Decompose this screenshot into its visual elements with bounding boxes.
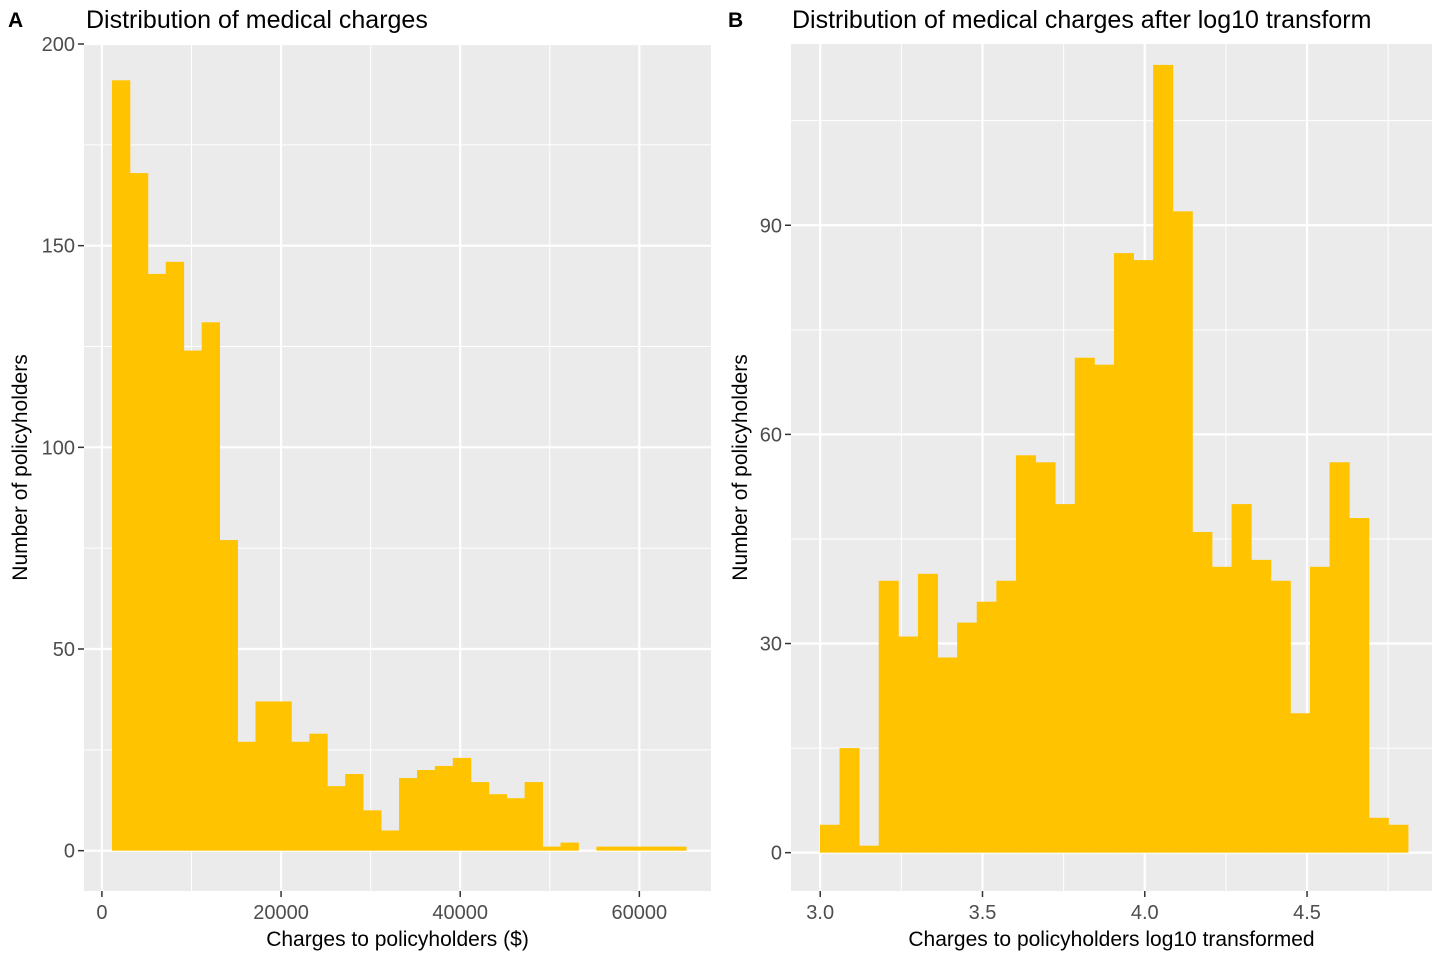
histogram-bar [201,322,221,851]
histogram-bar [291,741,310,851]
histogram-bar [327,786,346,851]
histogram-bar [1074,357,1095,853]
histogram-bar [614,846,633,851]
histogram-bar [219,540,238,851]
y-tick-label: 50 [53,639,75,661]
histogram-bar [1172,211,1193,853]
histogram-bar [839,748,860,853]
x-tick-label: 60000 [612,902,668,924]
chart-title: Distribution of medical charges [86,6,428,34]
histogram-bar [506,798,526,851]
histogram-bar [255,701,274,851]
histogram-bar [111,80,131,851]
histogram-bar [1113,253,1134,853]
y-tick-label: 0 [771,843,782,865]
histogram-bar [668,846,687,851]
histogram-bar [1388,824,1409,853]
histogram-bar [129,173,149,851]
y-tick-label: 0 [64,841,75,863]
histogram-bar [1094,364,1115,853]
y-tick-label: 90 [760,215,782,237]
histogram-bar [470,782,490,851]
histogram-bar [1192,531,1213,853]
histogram-bar [183,350,203,851]
histogram-bar [452,757,472,851]
histogram-bar [596,846,615,851]
histogram-bar [309,733,328,851]
x-tick-label: 3.5 [969,902,997,924]
histogram-bar [524,782,543,851]
x-tick-label: 4.0 [1131,902,1159,924]
histogram-bar [1231,504,1252,853]
histogram-bar [434,765,454,851]
histogram-bar [632,846,651,851]
histogram-bar [1211,566,1232,853]
histogram-bar [1251,559,1272,853]
histogram-bar [381,830,400,851]
histogram-bar [363,810,382,851]
histogram-bar [957,622,978,853]
histogram-bar [1015,455,1036,853]
histogram-bar [399,778,418,851]
y-tick-label: 200 [42,34,75,56]
y-tick-label: 150 [42,236,75,258]
y-tick-label: 100 [42,437,75,459]
x-tick-label: 20000 [253,902,309,924]
histogram-bar [878,580,899,853]
y-tick-label: 60 [760,424,782,446]
histogram-bar [273,701,292,851]
histogram-bar [1368,817,1389,853]
histogram-bar [917,573,938,853]
histogram-bar [237,741,256,851]
x-tick-label: 4.5 [1293,902,1321,924]
histogram-bar [1349,518,1370,853]
y-axis-title: Number of policyholders [9,354,32,580]
x-tick-label: 40000 [432,902,488,924]
histogram-bar [165,261,185,851]
histogram-bar [1133,260,1154,853]
histogram-bar [1309,566,1331,853]
y-axis-title: Number of policyholders [729,354,752,580]
x-axis-title: Charges to policyholders log10 transform… [908,928,1314,951]
histogram-bar [937,657,958,853]
histogram-bar [416,770,436,851]
histogram-bar [976,601,997,853]
histogram-bar [345,774,364,851]
histogram-bar [859,845,880,853]
chart-panel-b: 3.0 3.5 4.0 4.5 0 30 60 90 Charges to policyhold… [728,6,1432,951]
x-axis-title: Charges to policyholders ($) [266,928,529,951]
histogram-bar [1290,713,1311,853]
histogram-bar [1270,580,1291,853]
histogram-bar [147,273,167,851]
y-tick-label: 30 [760,634,782,656]
histogram-bar [542,846,561,851]
histogram-bar [1329,462,1350,853]
chart-panel-a: 0 20000 40000 60000 0 50 100 150 200 Charges to p… [8,6,711,951]
histogram-bar [650,846,669,851]
histogram-bar [898,636,919,853]
histogram-bar [996,580,1017,853]
chart-title: Distribution of medical charges after lo… [792,6,1371,34]
histogram-bar [1153,64,1174,853]
x-tick-label: 3.0 [806,902,834,924]
panel-tag: B [728,9,743,32]
histogram-bar [1035,462,1056,853]
histogram-bar [1055,504,1076,853]
x-tick-label: 0 [96,902,107,924]
histogram-bar [560,842,579,851]
panel-tag: A [8,9,23,32]
histogram-bar [488,794,508,851]
histogram-bar [819,824,840,853]
